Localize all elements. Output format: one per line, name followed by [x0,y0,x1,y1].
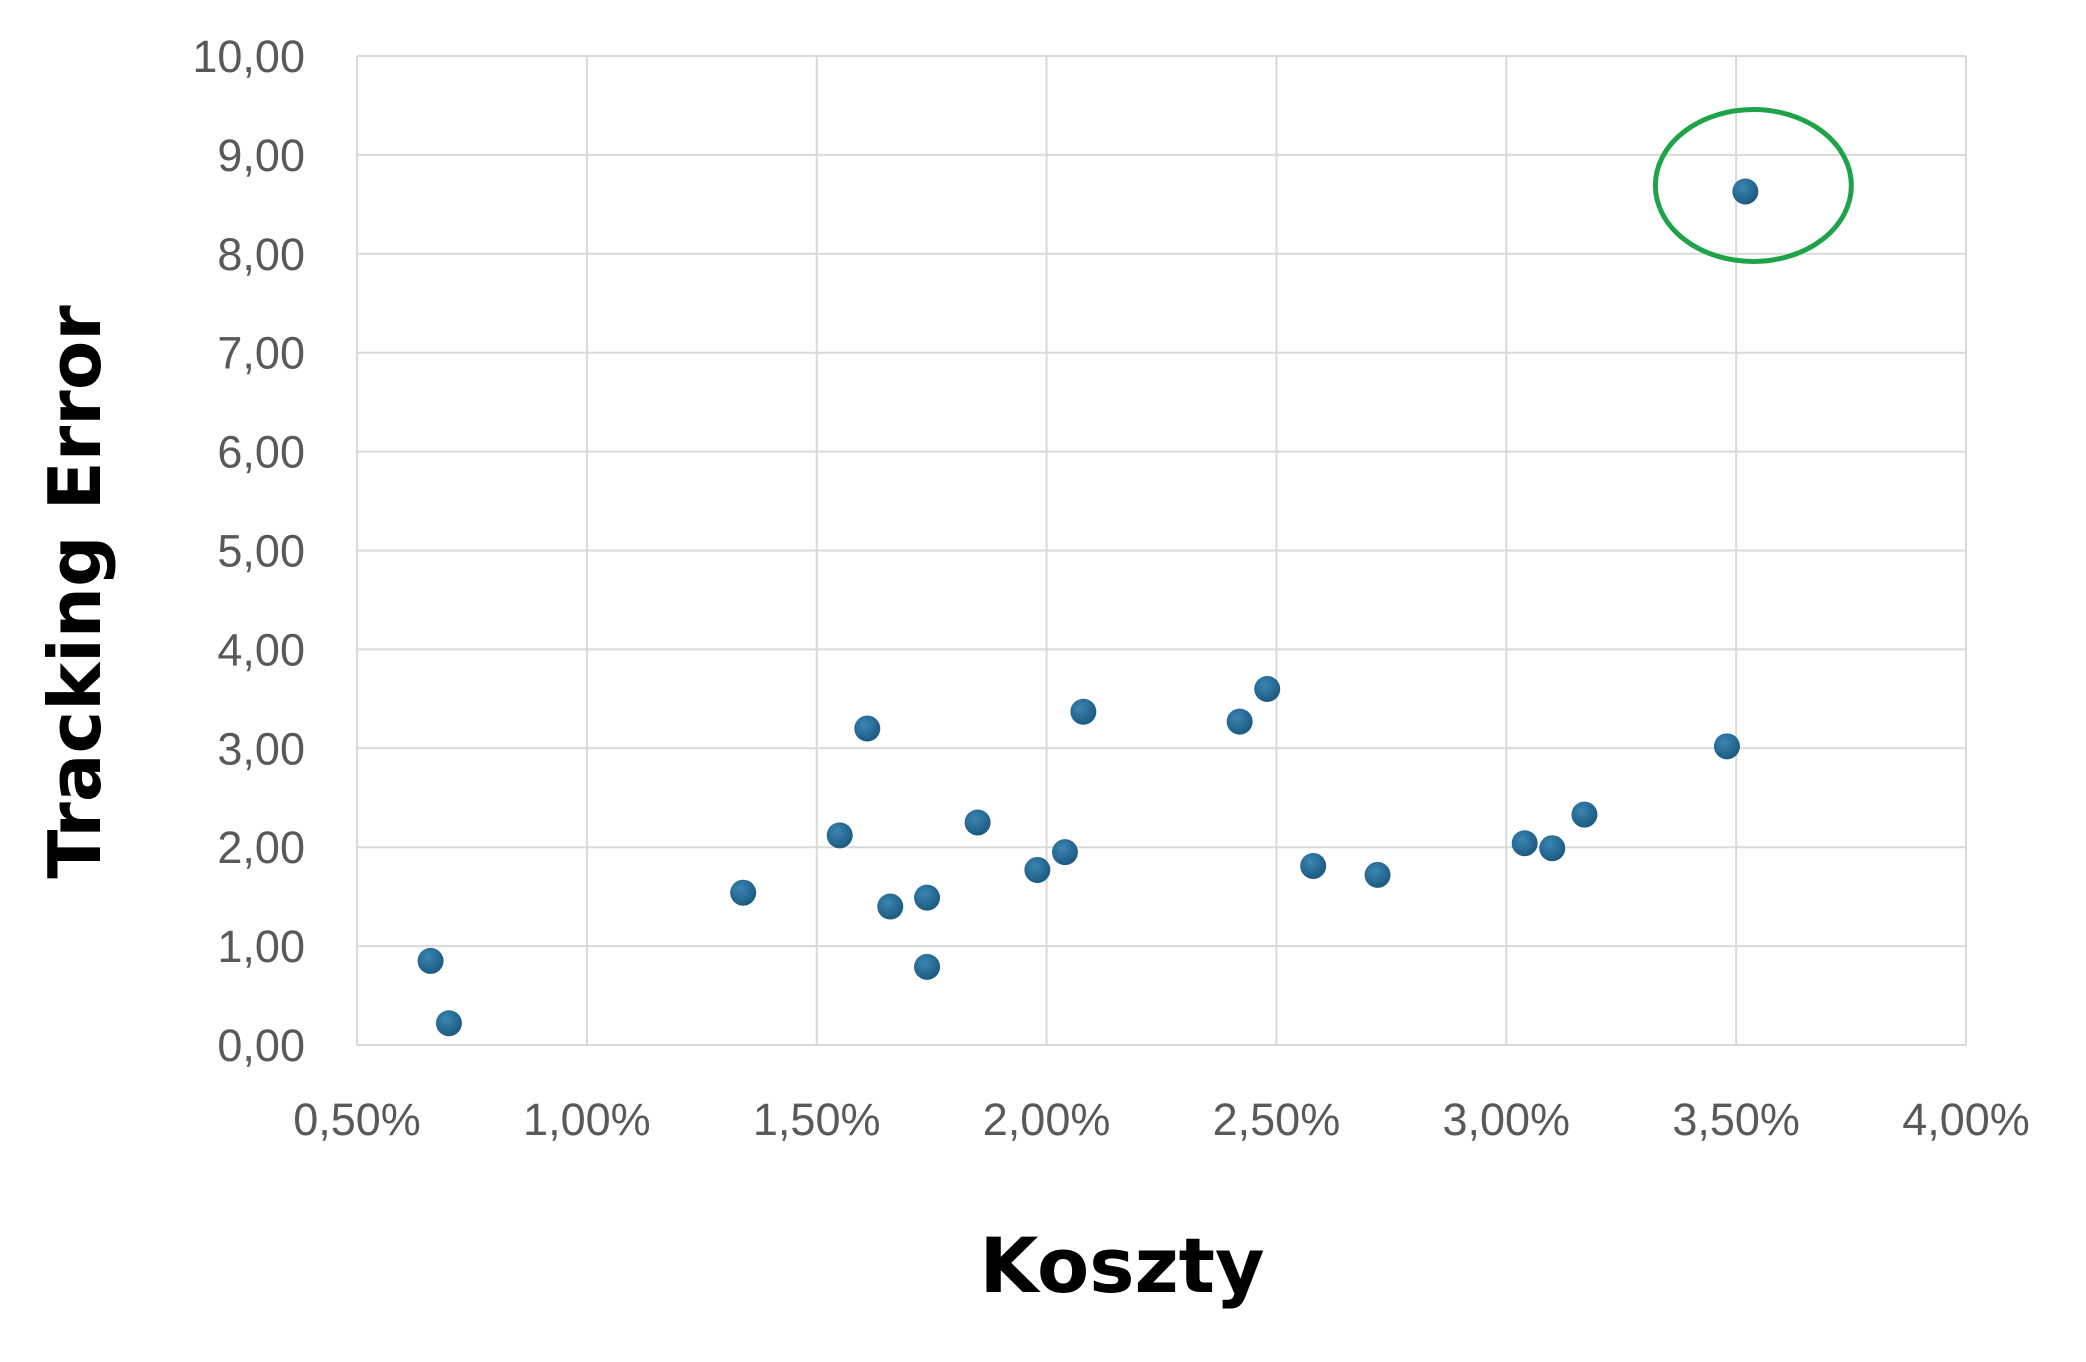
data-point [1732,178,1759,205]
data-point [1713,733,1740,760]
data-point [854,715,881,742]
y-tick-label: 6,00 [217,427,305,478]
data-point [1539,835,1566,862]
data-point [1024,856,1051,883]
y-tick-label: 9,00 [217,130,305,181]
x-tick-label: 3,50% [1672,1094,1800,1145]
y-tick-label: 2,00 [217,822,305,873]
x-tick-label: 0,50% [293,1094,421,1145]
data-point [417,947,444,974]
highlight-ellipse [1652,106,1854,264]
data-point [1571,801,1598,828]
data-point [1051,839,1078,866]
highlight-annotation [1652,106,1854,264]
data-point [435,1010,462,1037]
y-tick-label: 3,00 [217,723,305,774]
data-point [826,822,853,849]
data-point [1364,861,1391,888]
y-tick-label: 8,00 [217,229,305,280]
x-tick-label: 2,00% [983,1094,1111,1145]
data-point [730,879,757,906]
y-tick-label: 7,00 [217,328,305,379]
x-axis-ticks: 0,50% 1,00% 1,50% 2,00% 2,50% 3,00% 3,50% 4,00% [293,1094,2030,1145]
y-tick-label: 10,00 [192,31,305,82]
data-point [877,893,904,920]
y-axis-ticks: 0,00 1,00 2,00 3,00 4,00 5,00 6,00 7,00 8,00 9,00… [192,31,305,1071]
data-point [914,884,941,911]
x-tick-label: 2,50% [1213,1094,1341,1145]
x-tick-label: 4,00% [1902,1094,2030,1145]
data-point [1300,852,1327,879]
data-point [964,809,991,836]
x-tick-label: 1,00% [523,1094,651,1145]
data-point [1070,698,1097,725]
x-axis-title: Koszty [979,1221,1264,1310]
grid [356,55,1967,1046]
x-tick-label: 3,00% [1442,1094,1570,1145]
data-point [1254,675,1281,702]
y-tick-label: 4,00 [217,624,305,675]
y-tick-label: 0,00 [217,1020,305,1071]
x-tick-label: 1,50% [753,1094,881,1145]
data-point [1511,830,1538,857]
y-tick-label: 5,00 [217,526,305,577]
data-point [914,953,941,980]
y-tick-label: 1,00 [217,921,305,972]
y-axis-title: Tracking Error [33,305,117,879]
data-points [417,178,1759,1037]
data-point [1226,708,1253,735]
